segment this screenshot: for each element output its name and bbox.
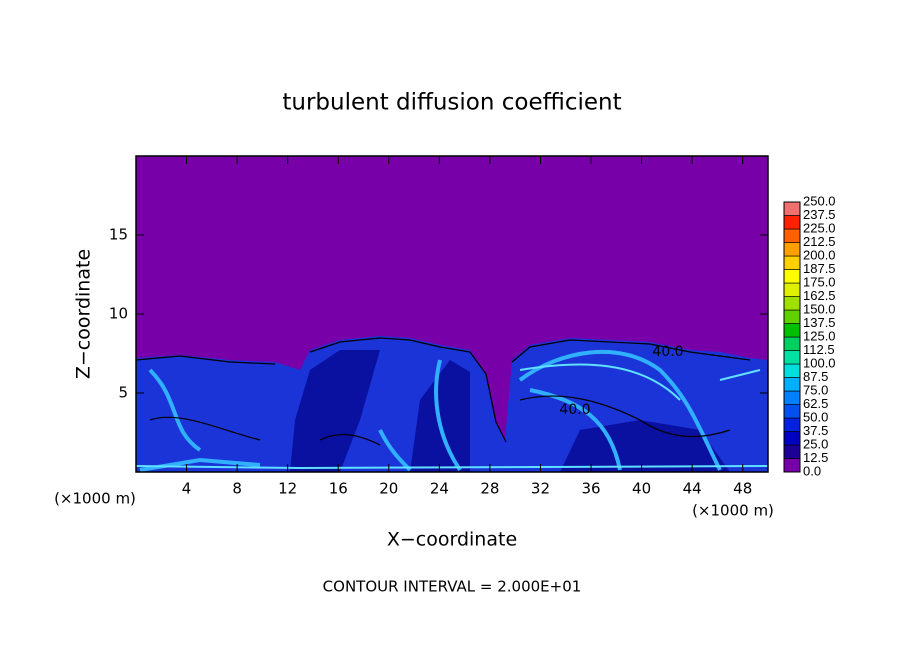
colorbar-swatch — [783, 255, 801, 270]
colorbar-label: 137.5 — [803, 315, 836, 330]
colorbar-label: 62.5 — [803, 396, 828, 411]
colorbar-swatch — [783, 417, 801, 432]
colorbar-label: 75.0 — [803, 382, 828, 397]
x-tick-label: 48 — [733, 480, 752, 498]
colorbar-swatch — [783, 363, 801, 378]
colorbar-label: 225.0 — [803, 220, 836, 235]
colorbar-swatch — [783, 377, 801, 392]
colorbar-swatch — [783, 458, 801, 473]
colorbar-swatch — [783, 431, 801, 446]
x-tick-label: 40 — [632, 480, 651, 498]
colorbar-swatch — [783, 404, 801, 419]
y-tick-label: 5 — [118, 384, 128, 402]
field-shapes — [136, 336, 768, 472]
colorbar-frame — [783, 201, 801, 473]
x-tick-label: 8 — [232, 480, 242, 498]
contour-label: 40.0 — [652, 344, 683, 360]
field-strand — [136, 363, 768, 470]
x-tick-label: 36 — [581, 480, 600, 498]
colorbar-label: 12.5 — [803, 450, 828, 465]
field-region — [290, 350, 730, 472]
colorbar-label: 250.0 — [803, 193, 836, 208]
colorbar-label: 25.0 — [803, 436, 828, 451]
colorbar-label: 187.5 — [803, 261, 836, 276]
x-tick-label: 32 — [531, 480, 550, 498]
contour-line — [136, 337, 751, 446]
colorbar-swatch — [783, 228, 801, 243]
colorbar-label: 175.0 — [803, 274, 836, 289]
colorbar-label: 50.0 — [803, 409, 828, 424]
colorbar-swatch — [783, 323, 801, 338]
colorbar-label: 162.5 — [803, 288, 836, 303]
colorbar-swatch — [783, 269, 801, 284]
colorbar-swatch — [783, 215, 801, 230]
colorbar-label: 37.5 — [803, 423, 828, 438]
x-tick-label: 12 — [278, 480, 297, 498]
contour-label: 40.0 — [559, 402, 590, 418]
colorbar-swatch — [783, 242, 801, 257]
x-tick-label: 20 — [379, 480, 398, 498]
colorbar-label: 112.5 — [803, 342, 835, 357]
footer: CONTOUR INTERVAL = 2.000E+01 — [323, 578, 582, 596]
chart-title: turbulent diffusion coefficient — [282, 90, 621, 116]
x-tick-label: 4 — [182, 480, 192, 498]
y-tick-label: 15 — [109, 226, 128, 244]
colorbar-swatch — [783, 390, 801, 405]
x-axis-label: X−coordinate — [387, 529, 517, 551]
x-tick-label: 28 — [480, 480, 499, 498]
colorbar-label: 0.0 — [803, 463, 821, 478]
colorbar-label: 87.5 — [803, 369, 828, 384]
x-unit: (×1000 m) — [692, 502, 774, 520]
colorbar-swatch — [783, 309, 801, 324]
colorbar-label: 125.0 — [803, 328, 836, 343]
colorbar-swatch — [783, 296, 801, 311]
y-tick-label: 10 — [109, 305, 128, 323]
colorbar-swatch — [783, 444, 801, 459]
y-axis-label: Z−coordinate — [73, 249, 95, 379]
colorbar-swatch — [783, 336, 801, 351]
colorbar-swatch — [783, 350, 801, 365]
colorbar-label: 212.5 — [803, 234, 836, 249]
x-tick-label: 44 — [683, 480, 702, 498]
colorbar-swatch — [783, 201, 801, 216]
colorbar-label: 100.0 — [803, 355, 836, 370]
colorbar-swatch — [783, 282, 801, 297]
x-tick-label: 24 — [430, 480, 449, 498]
colorbar-label: 150.0 — [803, 301, 836, 316]
colorbar-label: 200.0 — [803, 247, 836, 262]
field-strand — [139, 349, 722, 472]
colorbar-label: 237.5 — [803, 207, 836, 222]
y-unit: (×1000 m) — [54, 490, 136, 508]
x-tick-label: 16 — [329, 480, 348, 498]
